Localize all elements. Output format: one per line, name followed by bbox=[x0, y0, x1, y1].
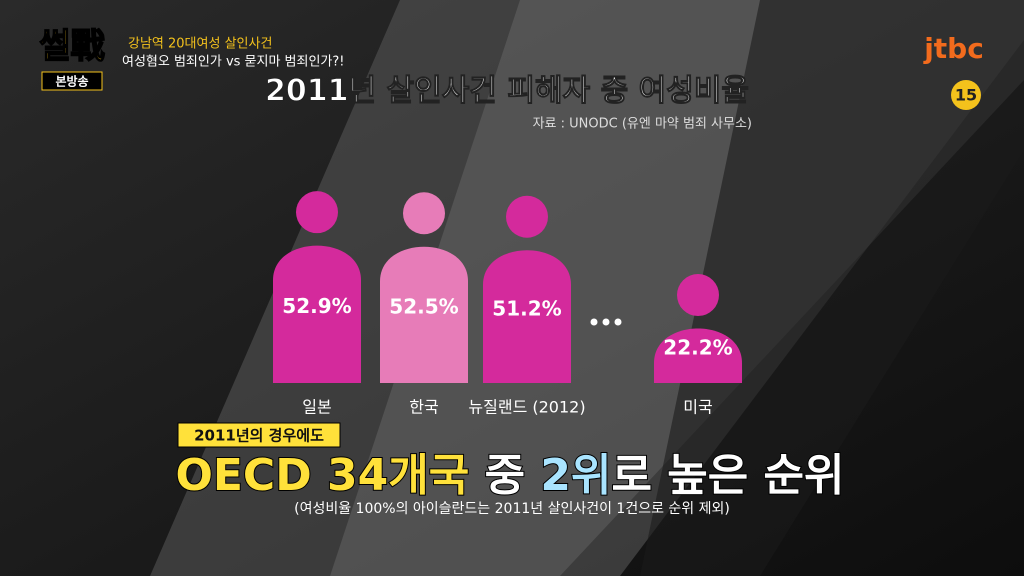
x-tick-label: 한국 bbox=[409, 398, 438, 417]
chart-title: 2011년 살인사건 피해자 중 여성비율 bbox=[265, 74, 749, 109]
person-body bbox=[380, 246, 468, 383]
person-bar bbox=[273, 191, 361, 383]
x-tick-label: 일본 bbox=[302, 398, 331, 417]
person-body bbox=[483, 250, 571, 383]
caption-part: 2위 bbox=[540, 450, 611, 501]
person-head bbox=[403, 192, 445, 235]
badge-box bbox=[41, 71, 103, 91]
rating: 15 bbox=[955, 86, 977, 105]
rating-circle bbox=[951, 80, 981, 110]
ellipsis-dot bbox=[602, 318, 610, 326]
person-head bbox=[296, 191, 338, 234]
value-label: 52.5% bbox=[389, 295, 458, 319]
caption-part: 중 bbox=[469, 450, 540, 501]
chart-subtitle: 자료 : UNODC (유엔 마약 범죄 사무소) bbox=[533, 117, 752, 132]
person-body bbox=[273, 245, 361, 383]
value-label: 51.2% bbox=[492, 296, 561, 320]
ellipsis-dot bbox=[590, 318, 598, 326]
x-tick-label: 뉴질랜드 (2012) bbox=[468, 398, 585, 417]
value-label: 22.2% bbox=[663, 336, 732, 360]
caption-part: OECD 34개국 bbox=[175, 450, 469, 501]
dark-band bbox=[640, 0, 1024, 576]
caption-tag-box bbox=[177, 422, 341, 448]
value-label: 52.9% bbox=[282, 294, 351, 318]
person-bar bbox=[654, 274, 742, 383]
caption-part: 로 높은 순위 bbox=[611, 450, 844, 501]
person-bar bbox=[380, 192, 468, 383]
person-head bbox=[506, 195, 548, 238]
x-tick-label: 미국 bbox=[683, 398, 712, 417]
badge: 본방송 bbox=[55, 74, 88, 89]
caption-note: (여성비율 100%의 아이슬란드는 2011년 살인사건이 1건으로 순위 제… bbox=[294, 501, 730, 517]
person-body bbox=[654, 328, 742, 383]
person-bar bbox=[483, 195, 571, 383]
logo: 썰戰 bbox=[39, 27, 104, 67]
channel-logo: jtbc bbox=[923, 32, 984, 65]
subhead: 여성혐오 범죄인가 vs 묻지마 범죄인가?! bbox=[122, 55, 345, 70]
caption-tag: 2011년의 경우에도 bbox=[194, 427, 324, 445]
person-head bbox=[677, 274, 719, 317]
caption-main: OECD 34개국 중 2위로 높은 순위 bbox=[175, 450, 844, 501]
ellipsis-dot bbox=[614, 318, 622, 326]
headline: 강남역 20대여성 살인사건 bbox=[128, 37, 272, 52]
